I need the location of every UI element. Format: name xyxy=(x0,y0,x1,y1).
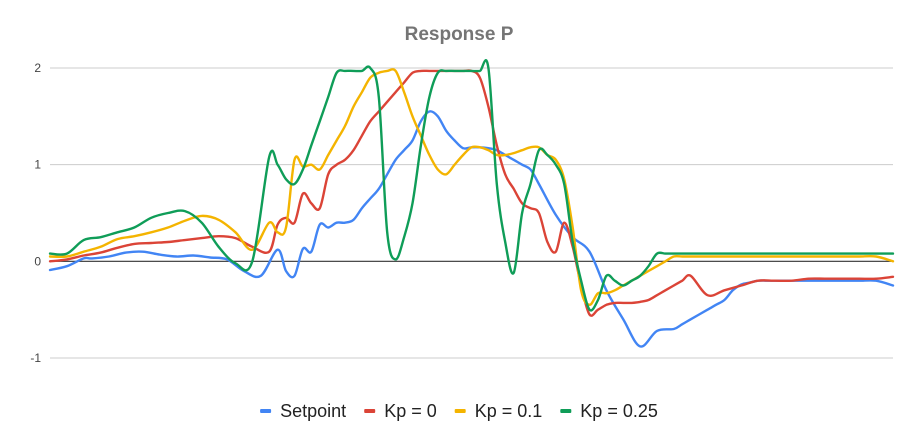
y-tick-label: 2 xyxy=(34,61,41,75)
legend-swatch xyxy=(454,409,466,413)
y-tick-label: 0 xyxy=(34,254,41,268)
series-line-4 xyxy=(48,59,895,312)
legend-item-2: Kp = 0 xyxy=(364,401,437,421)
legend-label: Kp = 0.25 xyxy=(580,401,658,421)
legend-item-4: Kp = 0.25 xyxy=(560,401,658,421)
legend-swatch xyxy=(364,409,376,413)
series-line-3 xyxy=(48,68,895,306)
legend: Setpoint Kp = 0 Kp = 0.1 Kp = 0.25 xyxy=(260,401,658,421)
series-layer xyxy=(48,59,895,348)
y-tick-label: -1 xyxy=(30,351,41,365)
y-tick-label: 1 xyxy=(34,158,41,172)
legend-label: Kp = 0 xyxy=(384,401,437,421)
legend-label: Kp = 0.1 xyxy=(475,401,543,421)
legend-swatch xyxy=(260,409,272,413)
chart-title: Response P xyxy=(405,24,514,45)
legend-item-3: Kp = 0.1 xyxy=(454,401,543,421)
legend-label: Setpoint xyxy=(280,401,346,421)
series-line-2 xyxy=(48,69,895,317)
legend-swatch xyxy=(560,409,572,413)
legend-item-1: Setpoint xyxy=(260,401,346,421)
axis-layer: 2 1 0 -1 xyxy=(30,61,41,365)
grid-layer xyxy=(50,67,893,359)
